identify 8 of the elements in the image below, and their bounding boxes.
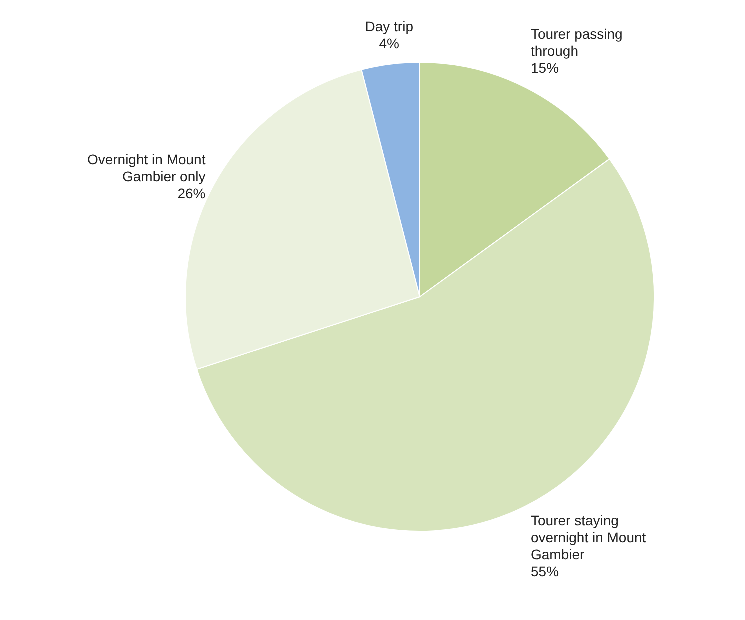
data-label: 15% — [531, 60, 560, 76]
slice-label: Tourer staying overnight in Mount Gambier — [531, 512, 646, 563]
slice-label: Tourer passing through — [531, 26, 623, 60]
slice-label: Day trip — [365, 18, 414, 34]
data-label: 4% — [379, 35, 400, 52]
data-label: 55% — [531, 564, 560, 580]
data-label: 26% — [178, 186, 206, 202]
slice-label: Overnight in Mount Gambier only — [87, 152, 206, 185]
